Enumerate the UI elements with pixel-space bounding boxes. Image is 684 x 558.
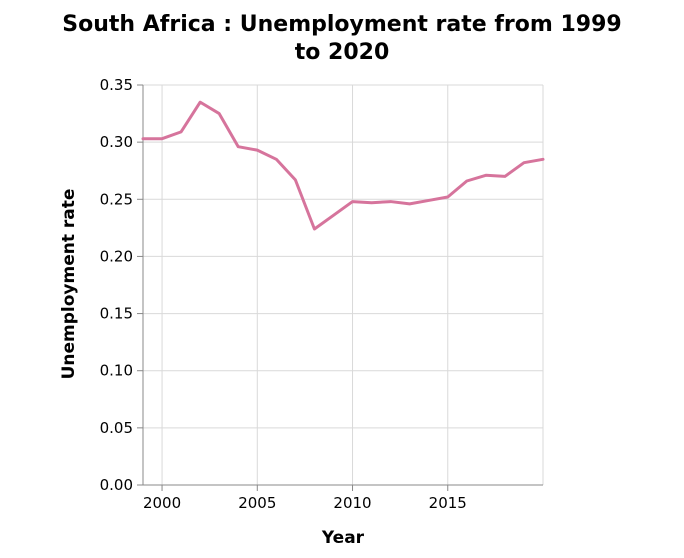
y-tick-label: 0.35 xyxy=(100,76,133,94)
y-tick-label: 0.05 xyxy=(100,419,133,437)
x-tick-label: 2015 xyxy=(429,494,467,512)
y-tick-label: 0.10 xyxy=(100,362,133,380)
x-tick-label: 2000 xyxy=(143,494,181,512)
series-layer xyxy=(141,100,545,231)
x-tick-label: 2010 xyxy=(333,494,371,512)
x-tick-label: 2005 xyxy=(238,494,276,512)
grid-lines xyxy=(143,84,544,486)
y-tick-label: 0.00 xyxy=(100,476,133,494)
y-tick-label: 0.20 xyxy=(100,247,133,265)
y-axis-ticks: 0.00 0.05 0.10 0.15 0.20 0.25 0.30 0.35 xyxy=(100,76,143,494)
x-axis-title: Year xyxy=(321,528,365,548)
axes xyxy=(142,85,543,486)
y-axis-title: Unemployment rate xyxy=(59,189,79,380)
chart-title-line-2: to 2020 xyxy=(295,40,390,65)
y-tick-label: 0.30 xyxy=(100,133,133,151)
chart-title-line-1: South Africa : Unemployment rate from 19… xyxy=(62,12,621,37)
y-tick-label: 0.15 xyxy=(100,305,133,323)
series-line-unemployment-rate xyxy=(141,100,545,231)
x-axis-ticks: 2000 2005 2010 2015 xyxy=(143,485,467,512)
y-tick-label: 0.25 xyxy=(100,190,133,208)
